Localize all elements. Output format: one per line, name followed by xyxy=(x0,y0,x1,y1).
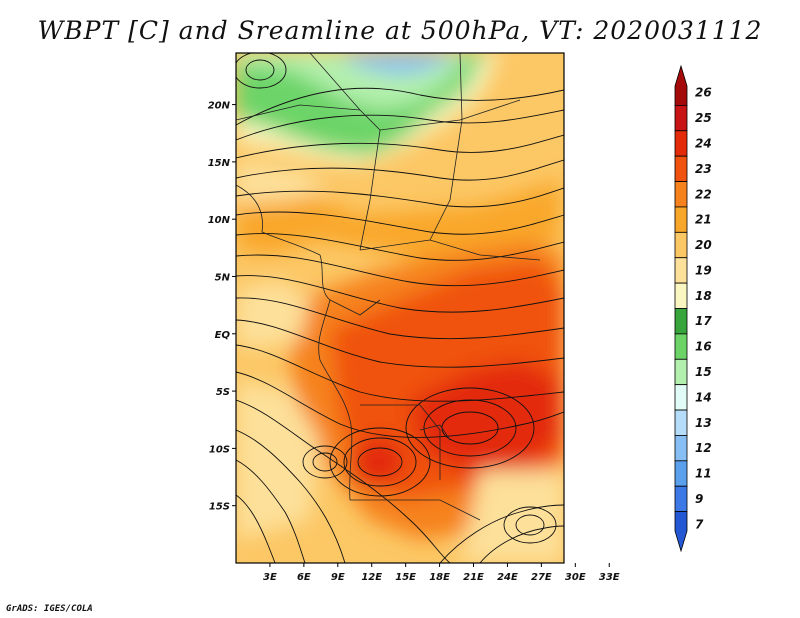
colorbar-label: 7 xyxy=(695,517,704,531)
lon-tick-label: 6E xyxy=(297,572,311,583)
lon-tick-label: 27E xyxy=(531,572,552,583)
colorbar-label: 20 xyxy=(695,238,712,252)
lon-tick-label: 33E xyxy=(599,572,620,583)
lon-tick-label: 12E xyxy=(361,572,382,583)
colorbar-label: 19 xyxy=(695,263,712,277)
lon-tick-label: 30E xyxy=(565,572,586,583)
colorbar-swatch xyxy=(674,130,688,157)
latitude-axis: 20N 15N 10N 5N EQ 5S 10S 15S xyxy=(208,101,236,513)
lat-tick-label: 15N xyxy=(208,158,231,169)
lon-tick-label: 9E xyxy=(331,572,345,583)
colorbar-label: 26 xyxy=(695,86,712,100)
lat-tick-label: 10N xyxy=(208,215,231,226)
colorbar-swatch xyxy=(674,64,688,106)
colorbar-label: 16 xyxy=(695,340,712,354)
lon-tick-label: 15E xyxy=(395,572,416,583)
lat-tick-label: 5N xyxy=(215,272,231,283)
colorbar-swatch xyxy=(674,257,688,284)
colorbar: 26 25 24 23 22 21 20 19 18 17 16 15 14 13 12 11 9 7 xyxy=(674,64,712,553)
lat-tick-label: 15S xyxy=(209,502,230,513)
colorbar-swatch xyxy=(674,384,688,411)
colorbar-label: 23 xyxy=(695,162,712,176)
colorbar-label: 15 xyxy=(695,365,712,379)
colorbar-label: 17 xyxy=(695,314,712,328)
colorbar-label: 18 xyxy=(695,289,712,303)
colorbar-label: 21 xyxy=(695,213,712,227)
colorbar-swatch xyxy=(674,282,688,309)
lat-tick-label: 20N xyxy=(208,101,231,112)
grads-credit: GrADS: IGES/COLA xyxy=(6,604,93,614)
lat-tick-label: 5S xyxy=(216,387,230,398)
colorbar-swatch xyxy=(674,206,688,233)
lon-tick-label: 3E xyxy=(263,572,277,583)
colorbar-label: 12 xyxy=(695,441,712,455)
colorbar-swatch xyxy=(674,155,688,182)
map-title: WBPT [C] and Sreamline at 500hPa, VT: 20… xyxy=(37,16,763,45)
lat-tick-label: 10S xyxy=(209,444,230,455)
colorbar-swatch xyxy=(674,308,688,335)
colorbar-label: 22 xyxy=(695,187,712,201)
lon-tick-label: 18E xyxy=(429,572,450,583)
colorbar-swatch xyxy=(674,460,688,487)
colorbar-swatch xyxy=(674,511,688,553)
colorbar-label: 9 xyxy=(695,492,703,506)
colorbar-swatch xyxy=(674,358,688,386)
colorbar-label: 14 xyxy=(695,390,712,404)
lat-tick-label: EQ xyxy=(215,330,231,341)
colorbar-swatch xyxy=(674,409,688,436)
coastlines-borders xyxy=(236,53,541,521)
lon-tick-label: 24E xyxy=(497,572,518,583)
colorbar-swatch xyxy=(674,485,688,513)
colorbar-swatch xyxy=(674,333,688,360)
map-frame xyxy=(235,52,565,564)
colorbar-swatch xyxy=(674,435,688,462)
colorbar-swatch xyxy=(674,104,688,132)
colorbar-swatch xyxy=(674,231,688,259)
colorbar-swatch xyxy=(674,181,688,208)
colorbar-label: 13 xyxy=(695,416,712,430)
colorbar-label: 25 xyxy=(695,111,712,125)
colorbar-label: 11 xyxy=(695,467,712,481)
longitude-axis: 3E 6E 9E 12E 15E 18E 21E 24E 27E 30E 33E xyxy=(263,563,620,583)
streamlines xyxy=(236,53,564,563)
lon-tick-label: 21E xyxy=(463,572,484,583)
colorbar-label: 24 xyxy=(695,136,712,150)
